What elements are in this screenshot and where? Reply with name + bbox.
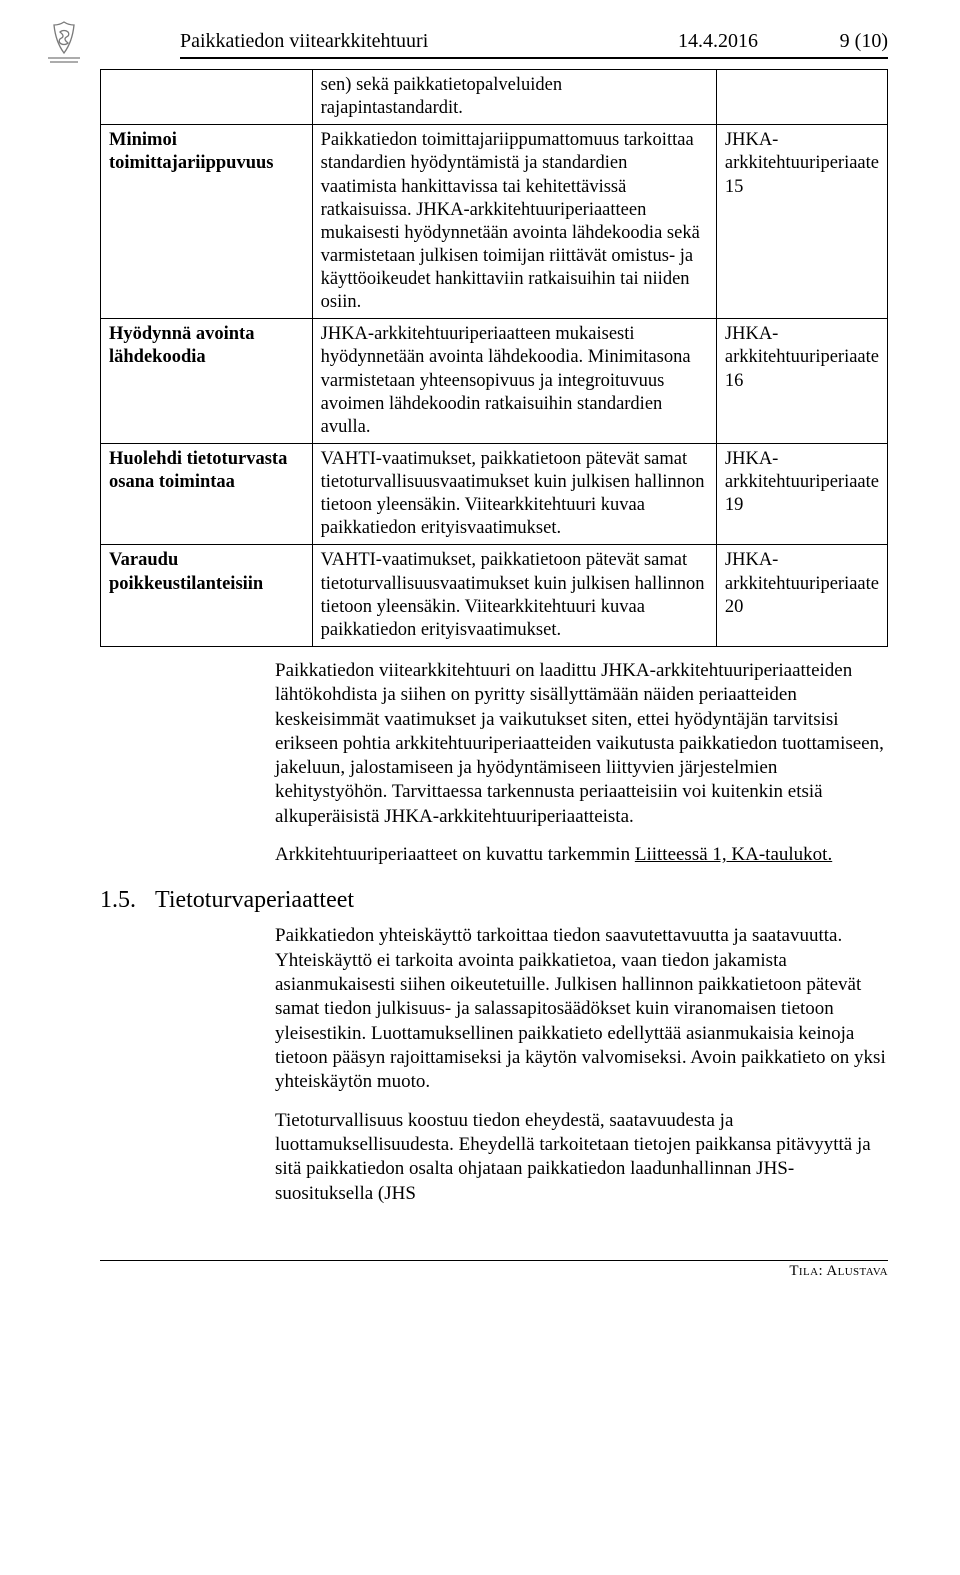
body-paragraph: Arkkitehtuuriperiaatteet on kuvattu tark…	[275, 843, 888, 867]
principles-table: sen) sekä paikkatietopalveluiden rajapin…	[100, 69, 888, 647]
table-cell-label: Huolehdi tietoturvasta osana toimintaa	[101, 443, 313, 545]
header-rule	[180, 57, 888, 59]
attachment-link[interactable]: Liitteessä 1, KA-taulukot.	[635, 844, 832, 865]
table-cell-desc: Paikkatiedon toimittajariippumattomuus t…	[312, 125, 716, 319]
page: Paikkatiedon viitearkkitehtuuri 14.4.201…	[0, 0, 960, 1310]
table-cell-desc: JHKA-arkkitehtuuriperiaatteen mukaisesti…	[312, 319, 716, 444]
table-row: Huolehdi tietoturvasta osana toimintaa V…	[101, 443, 888, 545]
page-footer: Tila: Alustava	[100, 1260, 888, 1280]
table-row: Minimoi toimittajariippuvuus Paikkatiedo…	[101, 125, 888, 319]
body-paragraph: Paikkatiedon yhteiskäyttö tarkoittaa tie…	[275, 924, 888, 1094]
table-row: Varaudu poikkeustilanteisiin VAHTI-vaati…	[101, 545, 888, 647]
section-number: 1.5.	[100, 887, 155, 914]
table-cell-ref: JHKA-arkkitehtuuriperiaate 16	[716, 319, 887, 444]
body-paragraph: Tietoturvallisuus koostuu tiedon eheydes…	[275, 1109, 888, 1206]
footer-status: Tila: Alustava	[789, 1263, 888, 1279]
header-page-number: 9 (10)	[808, 30, 888, 53]
footer-rule	[100, 1260, 888, 1261]
table-cell-ref: JHKA-arkkitehtuuriperiaate 15	[716, 125, 887, 319]
section-heading: 1.5. Tietoturvaperiaatteet	[100, 887, 888, 914]
table-cell-desc: VAHTI-vaatimukset, paikkatietoon pätevät…	[312, 443, 716, 545]
table-cell-label: Varaudu poikkeustilanteisiin	[101, 545, 313, 647]
table-cell-ref: JHKA-arkkitehtuuriperiaate 20	[716, 545, 887, 647]
header-date: 14.4.2016	[678, 30, 808, 53]
table-cell-desc: sen) sekä paikkatietopalveluiden rajapin…	[312, 70, 716, 125]
header-title: Paikkatiedon viitearkkitehtuuri	[180, 30, 678, 53]
table-cell-label	[101, 70, 313, 125]
table-cell-ref	[716, 70, 887, 125]
table-row: Hyödynnä avointa lähdekoodia JHKA-arkkit…	[101, 319, 888, 444]
table-cell-label: Hyödynnä avointa lähdekoodia	[101, 319, 313, 444]
table-cell-desc: VAHTI-vaatimukset, paikkatietoon pätevät…	[312, 545, 716, 647]
page-header: Paikkatiedon viitearkkitehtuuri 14.4.201…	[180, 30, 888, 53]
table-cell-ref: JHKA-arkkitehtuuriperiaate 19	[716, 443, 887, 545]
body-paragraph: Paikkatiedon viitearkkitehtuuri on laadi…	[275, 659, 888, 829]
lion-crest-icon	[40, 18, 88, 66]
table-row: sen) sekä paikkatietopalveluiden rajapin…	[101, 70, 888, 125]
section-title: Tietoturvaperiaatteet	[155, 887, 354, 914]
table-cell-label: Minimoi toimittajariippuvuus	[101, 125, 313, 319]
body-text: Arkkitehtuuriperiaatteet on kuvattu tark…	[275, 844, 635, 865]
